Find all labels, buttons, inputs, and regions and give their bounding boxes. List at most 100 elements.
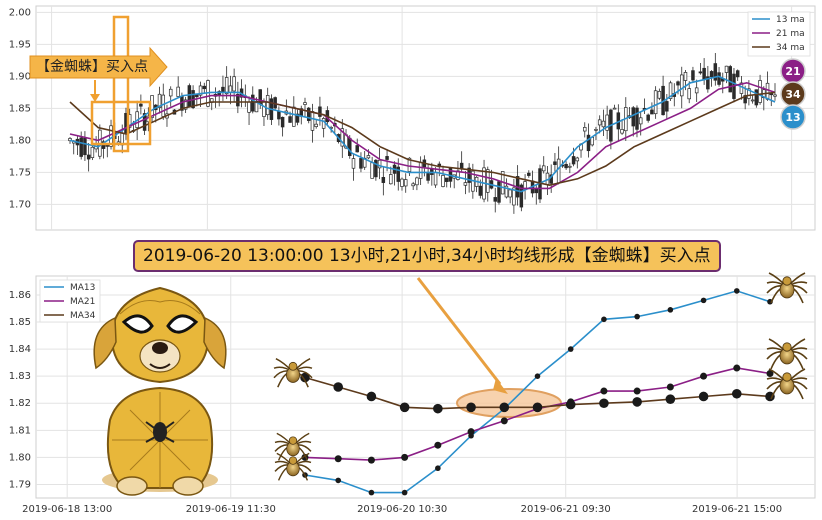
bottom-point-MA21 — [334, 455, 342, 463]
top-series-21-ma — [69, 81, 776, 190]
candle-body — [381, 177, 386, 183]
bottom-y-tick-label: 1.84 — [9, 344, 31, 355]
candle-body — [109, 125, 113, 147]
top-y-tick-label: 2.00 — [9, 7, 31, 18]
bottom-point-MA21 — [700, 372, 708, 380]
candle-body — [631, 107, 636, 127]
candle-body — [195, 94, 199, 98]
badge-13-label: 13 — [785, 111, 800, 124]
bottom-point-MA34 — [499, 402, 510, 413]
bottom-ma-lines — [300, 288, 775, 496]
bottom-point-MA21 — [733, 364, 741, 372]
candle-body — [620, 129, 624, 134]
badge-13 — [780, 104, 806, 130]
candle-body — [400, 178, 404, 187]
candle-body — [236, 93, 240, 107]
candle-body — [83, 137, 87, 156]
candle-body — [79, 137, 83, 157]
candle-body — [288, 116, 292, 123]
bottom-x-tick-label: 2019-06-18 13:00 — [22, 504, 112, 515]
candle-body — [318, 106, 322, 117]
candle-body — [575, 157, 580, 162]
candle-body — [512, 187, 516, 206]
legend-MA34: MA34 — [70, 311, 96, 321]
bottom-y-tick-label: 1.85 — [9, 317, 31, 328]
candle-body — [340, 128, 345, 147]
bottom-point-MA34 — [300, 372, 310, 383]
candle-body — [691, 70, 695, 81]
candle-body — [444, 177, 449, 182]
candle-body — [687, 88, 691, 100]
spider-dog-icon — [93, 286, 227, 496]
candle-body — [519, 184, 524, 208]
bottom-point-MA21 — [666, 383, 674, 391]
candle-body — [735, 70, 740, 78]
legend-34-ma: 34 ma — [776, 43, 805, 53]
candle-body — [389, 174, 393, 185]
spider-icon — [766, 272, 808, 304]
bottom-point-MA13 — [634, 313, 640, 320]
bottom-point-MA21 — [401, 453, 409, 461]
bottom-legend: MA13 MA21 MA34 — [39, 279, 101, 323]
candle-body — [348, 137, 352, 156]
top-grid — [36, 6, 815, 230]
spider-icon — [274, 432, 312, 461]
candle-body — [527, 172, 531, 176]
candle-body — [590, 137, 594, 146]
candle-body — [366, 155, 371, 159]
candle-body — [504, 185, 509, 198]
candle-body — [441, 174, 445, 187]
bottom-point-MA21 — [600, 387, 608, 395]
buy-point-arrow-label: 【金蜘蛛】买入点 — [36, 59, 148, 75]
candle-body — [396, 166, 401, 182]
candle-body — [168, 88, 173, 97]
bottom-point-MA13 — [368, 489, 375, 496]
ma-badges: 21 34 13 — [780, 58, 806, 130]
candle-body — [265, 95, 270, 116]
candle-body — [321, 118, 326, 129]
candle-body — [303, 102, 307, 105]
candle-body — [497, 181, 501, 203]
candle-body — [571, 156, 576, 165]
top-y-tick-label: 1.80 — [9, 135, 31, 146]
bottom-point-MA34 — [731, 388, 742, 399]
bottom-point-MA13 — [435, 465, 441, 472]
candle-body — [657, 90, 662, 99]
top-series-34-ma — [69, 91, 776, 187]
candle-body — [385, 156, 389, 160]
candle-body — [713, 63, 718, 81]
candle-body — [142, 113, 147, 131]
candle-body — [198, 85, 203, 96]
candle-body — [351, 158, 356, 169]
bottom-x-tick-label: 2019-06-19 11:30 — [186, 504, 276, 515]
candle-body — [187, 85, 192, 107]
candle-body — [232, 76, 236, 92]
candle-body — [295, 113, 300, 123]
banner-pointer-line — [416, 277, 502, 385]
candle-body — [459, 162, 464, 169]
candle-body — [564, 163, 568, 169]
candle-body — [605, 114, 609, 131]
candle-body — [415, 177, 419, 186]
candle-body — [306, 107, 311, 121]
spider-icons — [273, 272, 808, 481]
bottom-point-MA34 — [399, 402, 410, 413]
spider-icon — [766, 338, 808, 370]
candle-body — [262, 101, 266, 117]
bottom-point-MA34 — [698, 391, 709, 402]
candle-body — [403, 179, 408, 187]
candle-body — [650, 109, 654, 115]
candle-body — [433, 172, 438, 186]
bottom-y-tick-label: 1.82 — [9, 398, 31, 409]
golden-spider-banner: 2019-06-20 13:00:00 13小时,21小时,34小时均线形成【金… — [133, 240, 721, 272]
candle-body — [750, 99, 755, 102]
bottom-point-MA13 — [567, 346, 574, 352]
banner-pointer-head — [493, 378, 508, 394]
bottom-point-MA13 — [401, 489, 408, 496]
candle-body — [676, 81, 680, 86]
bottom-x-tick-label: 2019-06-21 09:30 — [521, 504, 611, 515]
cross-highlight-column — [112, 15, 130, 153]
bottom-point-MA21 — [467, 428, 475, 436]
candle-body — [247, 101, 251, 113]
candle-body — [90, 146, 95, 158]
